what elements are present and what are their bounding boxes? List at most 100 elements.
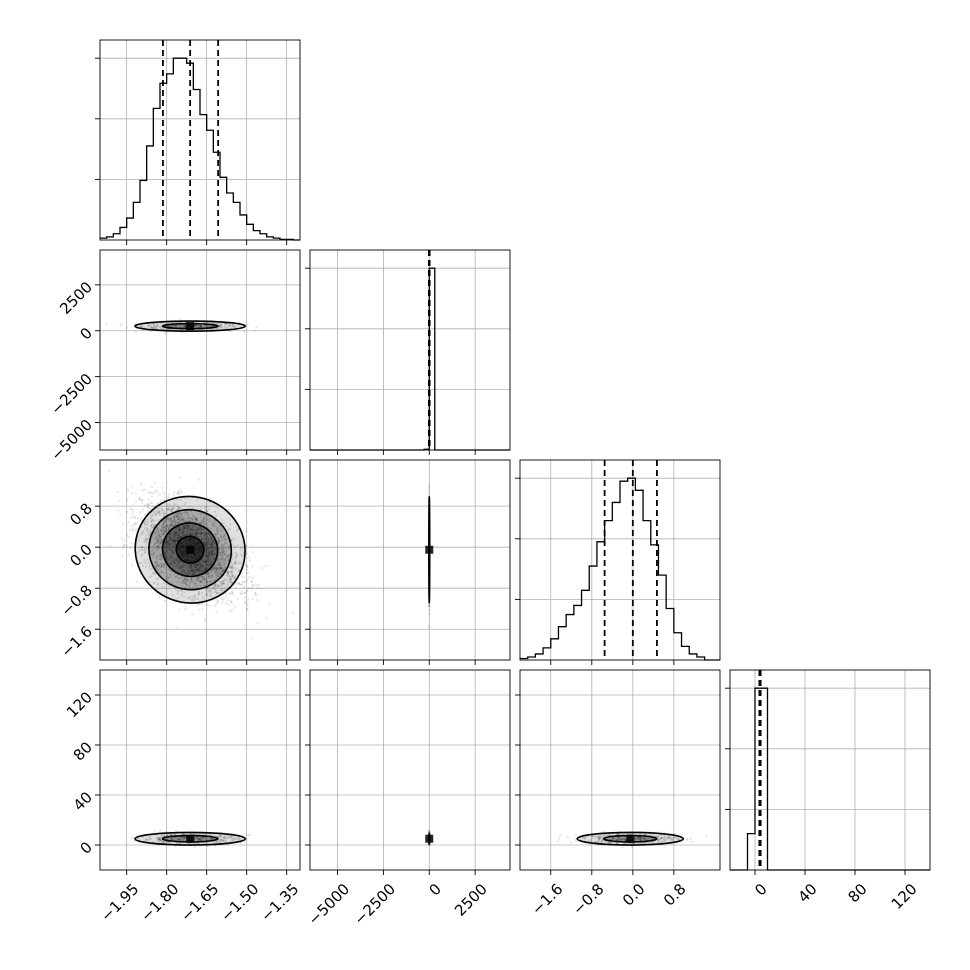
sample-point (241, 580, 244, 583)
sample-point (162, 327, 165, 331)
sample-point (203, 553, 206, 556)
sample-point (138, 325, 141, 328)
sample-point (191, 529, 194, 532)
sample-point (123, 543, 126, 546)
sample-point (181, 571, 184, 574)
sample-point (177, 569, 180, 572)
sample-point (138, 511, 141, 515)
sample-point (172, 545, 175, 548)
sample-point (191, 556, 194, 559)
sample-point (203, 324, 206, 327)
sample-point (198, 566, 201, 569)
sample-point (179, 546, 182, 549)
sample-point (199, 532, 202, 535)
sample-point (206, 542, 209, 546)
sample-point (225, 836, 228, 839)
sample-point (194, 529, 197, 532)
sample-point (181, 552, 185, 555)
sample-point (125, 327, 128, 330)
sample-point (167, 543, 171, 546)
sample-point (186, 572, 189, 575)
sample-point (174, 540, 177, 543)
sample-point (195, 836, 198, 839)
sample-point (109, 545, 112, 548)
sample-point (174, 538, 177, 541)
sample-point (164, 550, 167, 554)
sample-point (188, 523, 191, 526)
sample-point (203, 537, 206, 540)
sample-point (211, 546, 214, 549)
sample-point (193, 558, 196, 562)
sample-point (214, 547, 217, 550)
sample-point (428, 604, 431, 607)
sample-point (170, 539, 173, 542)
sample-point (171, 550, 174, 553)
sample-point (189, 579, 192, 582)
sample-point (197, 547, 200, 550)
sample-point (197, 541, 200, 544)
sample-point (174, 523, 177, 526)
sample-point (191, 527, 194, 531)
sample-point (214, 589, 218, 592)
sample-point (174, 527, 177, 530)
density-contour (148, 508, 233, 591)
sample-point (193, 531, 196, 534)
sample-point (195, 558, 198, 561)
sample-point (188, 505, 192, 508)
sample-point (199, 527, 202, 530)
sample-point (169, 525, 172, 528)
sample-point (135, 580, 138, 583)
sample-point (194, 533, 197, 536)
sample-point (208, 547, 211, 550)
sample-point (195, 544, 198, 547)
sample-point (192, 572, 195, 575)
sample-point (209, 540, 212, 543)
sample-point (155, 567, 158, 570)
sample-point (229, 599, 232, 603)
sample-point (188, 571, 191, 574)
sample-point (222, 561, 225, 564)
sample-point (193, 515, 196, 519)
sample-point (131, 528, 134, 531)
sample-point (173, 536, 176, 540)
sample-point (177, 538, 180, 541)
sample-point (157, 513, 161, 516)
sample-point (204, 578, 208, 581)
sample-point (181, 552, 184, 555)
sample-point (208, 563, 211, 566)
sample-point (170, 536, 173, 539)
sample-point (189, 528, 192, 532)
sample-point (205, 543, 209, 546)
sample-point (211, 553, 214, 556)
sample-point (193, 546, 197, 549)
sample-point (166, 497, 170, 500)
sample-point (179, 528, 182, 531)
sample-point (198, 528, 202, 531)
sample-point (156, 531, 159, 534)
sample-point (183, 525, 186, 528)
sample-point (209, 577, 212, 580)
sample-point (205, 544, 208, 547)
sample-point (196, 528, 199, 531)
sample-point (157, 528, 160, 531)
sample-point (192, 555, 195, 558)
sample-point (173, 517, 177, 520)
sample-point (176, 539, 179, 542)
sample-point (204, 551, 207, 554)
sample-point (198, 550, 201, 553)
sample-point (246, 565, 249, 568)
sample-point (176, 498, 179, 501)
sample-point (168, 536, 171, 539)
sample-point (179, 535, 182, 538)
sample-point (163, 551, 166, 554)
sample-point (216, 526, 219, 529)
sample-point (204, 537, 207, 541)
sample-point (206, 559, 209, 562)
sample-point (205, 583, 208, 586)
sample-point (168, 544, 171, 547)
sample-point (194, 547, 197, 550)
sample-point (227, 558, 230, 561)
sample-point (173, 550, 176, 553)
sample-point (175, 625, 178, 628)
